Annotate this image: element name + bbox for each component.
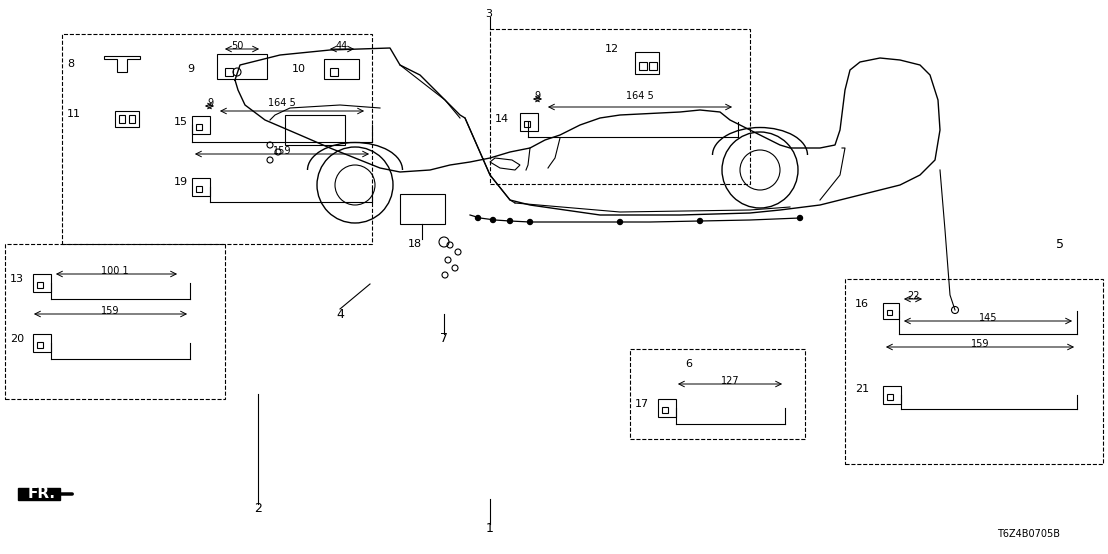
Text: 1: 1 <box>486 522 494 536</box>
Text: FR.: FR. <box>28 486 57 501</box>
Text: T6Z4B0705B: T6Z4B0705B <box>997 529 1060 539</box>
Text: 12: 12 <box>605 44 619 54</box>
Bar <box>845 279 1102 464</box>
Circle shape <box>475 216 481 220</box>
Bar <box>192 178 211 196</box>
Text: 17: 17 <box>635 399 649 409</box>
Text: 9: 9 <box>187 64 194 74</box>
Text: 16: 16 <box>855 299 869 309</box>
Text: 9: 9 <box>534 91 540 101</box>
Bar <box>490 29 750 184</box>
Text: 7: 7 <box>440 332 448 346</box>
Text: 15: 15 <box>174 117 188 127</box>
Bar <box>635 52 659 74</box>
Bar <box>520 113 538 131</box>
Text: 4: 4 <box>336 307 343 321</box>
Bar <box>217 54 267 79</box>
Bar <box>115 111 138 127</box>
Text: 21: 21 <box>855 384 869 394</box>
Bar <box>324 59 359 79</box>
Text: 159: 159 <box>971 339 989 349</box>
Text: 9: 9 <box>207 98 213 108</box>
Circle shape <box>491 218 495 223</box>
Text: 8: 8 <box>66 59 74 69</box>
Bar <box>37 282 43 288</box>
Text: 50: 50 <box>230 41 243 51</box>
Circle shape <box>507 218 513 223</box>
Bar <box>33 334 51 352</box>
Polygon shape <box>18 488 60 500</box>
Text: 44: 44 <box>336 41 348 51</box>
Bar <box>192 116 211 134</box>
Bar <box>649 62 657 70</box>
Bar <box>524 121 530 127</box>
Bar <box>129 115 135 123</box>
Circle shape <box>798 216 802 220</box>
Bar <box>196 186 202 192</box>
Bar <box>330 68 338 76</box>
Text: 18: 18 <box>408 239 422 249</box>
Bar <box>883 386 901 404</box>
Bar <box>119 115 125 123</box>
Text: 159: 159 <box>273 146 291 156</box>
Text: 6: 6 <box>685 359 692 369</box>
Circle shape <box>527 219 533 224</box>
Text: 22: 22 <box>906 291 920 301</box>
Text: 164 5: 164 5 <box>268 98 296 108</box>
Bar <box>37 342 43 348</box>
Bar <box>630 349 806 439</box>
Text: 3: 3 <box>485 9 492 19</box>
Text: 19: 19 <box>174 177 188 187</box>
Bar <box>285 115 345 145</box>
Circle shape <box>617 219 623 224</box>
Text: 145: 145 <box>978 313 997 323</box>
Bar <box>661 407 668 413</box>
Text: 5: 5 <box>1056 238 1064 250</box>
Text: 164 5: 164 5 <box>626 91 654 101</box>
Text: 14: 14 <box>495 114 509 124</box>
Text: 13: 13 <box>10 274 24 284</box>
Bar <box>888 310 892 315</box>
Text: 11: 11 <box>66 109 81 119</box>
Text: 127: 127 <box>720 376 739 386</box>
Bar <box>62 34 372 244</box>
Text: 20: 20 <box>10 334 24 344</box>
Bar <box>225 68 233 76</box>
Text: 159: 159 <box>101 306 120 316</box>
Circle shape <box>698 218 702 223</box>
Bar <box>6 244 225 399</box>
Bar <box>888 394 893 400</box>
Bar <box>196 124 202 130</box>
Bar <box>400 194 445 224</box>
Bar <box>658 399 676 417</box>
Bar <box>639 62 647 70</box>
Text: 10: 10 <box>293 64 306 74</box>
Bar <box>883 303 899 319</box>
Bar <box>33 274 51 292</box>
Text: 100 1: 100 1 <box>101 266 129 276</box>
Text: 2: 2 <box>254 502 261 516</box>
